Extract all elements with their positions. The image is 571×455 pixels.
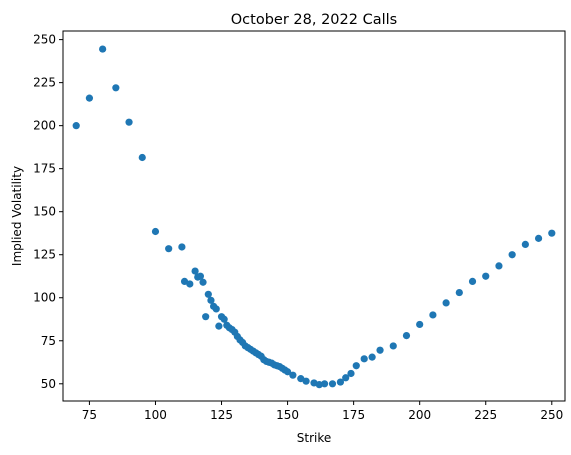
y-tick-label: 200 — [33, 119, 56, 133]
data-point — [283, 368, 292, 376]
data-point — [138, 153, 146, 162]
data-point — [402, 332, 411, 340]
data-point — [342, 374, 350, 382]
data-point — [315, 381, 323, 389]
x-tick-label: 75 — [82, 408, 97, 422]
y-axis-label: Implied Volatility — [10, 166, 24, 266]
data-point — [495, 262, 503, 270]
x-tick-label: 225 — [474, 408, 497, 422]
data-point — [548, 229, 556, 237]
y-tick-label: 125 — [33, 248, 56, 262]
data-point — [360, 355, 368, 363]
data-point — [289, 371, 297, 379]
x-tick-label: 150 — [276, 408, 299, 422]
chart-title: October 28, 2022 Calls — [231, 12, 397, 28]
data-point — [202, 313, 210, 321]
x-tick-label: 125 — [210, 408, 233, 422]
x-tick-label: 100 — [144, 408, 167, 422]
data-point — [199, 278, 207, 286]
data-point — [207, 296, 215, 304]
data-point — [482, 272, 490, 280]
data-point — [125, 118, 133, 126]
data-point — [534, 234, 543, 242]
data-point — [328, 380, 337, 388]
data-point — [416, 320, 424, 329]
y-tick-label: 225 — [33, 76, 56, 90]
y-tick-label: 50 — [41, 377, 56, 391]
data-point — [204, 290, 212, 298]
data-point — [151, 227, 160, 236]
data-point — [429, 311, 437, 319]
y-tick-label: 100 — [33, 291, 56, 305]
data-point — [191, 267, 199, 275]
data-point — [347, 369, 355, 378]
data-point — [72, 122, 80, 130]
data-point — [442, 299, 450, 307]
x-tick-label: 200 — [408, 408, 431, 422]
data-point — [320, 380, 329, 388]
data-point — [508, 251, 516, 259]
data-point — [521, 240, 529, 248]
plot-area-frame — [62, 30, 566, 402]
y-tick-label: 150 — [33, 205, 56, 219]
y-tick-label: 250 — [33, 33, 56, 47]
y-tick-label: 75 — [41, 334, 56, 348]
y-tick-label: 175 — [33, 162, 56, 176]
data-point — [336, 378, 345, 386]
data-point — [376, 346, 384, 354]
data-point — [178, 243, 186, 251]
data-point — [389, 342, 397, 350]
data-point — [99, 45, 107, 53]
data-point — [455, 288, 463, 297]
data-points — [72, 45, 556, 389]
data-point — [212, 305, 220, 313]
data-point — [220, 315, 228, 323]
x-axis-ticks: 75 100 125 150 175 200 225 250 — [82, 401, 563, 422]
x-tick-label: 175 — [342, 408, 365, 422]
data-point — [165, 245, 173, 253]
data-point — [186, 280, 194, 288]
data-point — [215, 322, 223, 330]
data-point — [368, 353, 376, 361]
y-axis-ticks: 50 75 100 125 150 175 200 225 250 — [33, 33, 63, 391]
data-point — [85, 94, 94, 102]
data-point — [352, 362, 360, 370]
data-point — [112, 84, 120, 92]
data-point — [302, 377, 310, 385]
data-point — [468, 277, 477, 285]
x-axis-label: Strike — [297, 431, 332, 445]
data-point — [196, 272, 204, 280]
x-tick-label: 250 — [540, 408, 563, 422]
